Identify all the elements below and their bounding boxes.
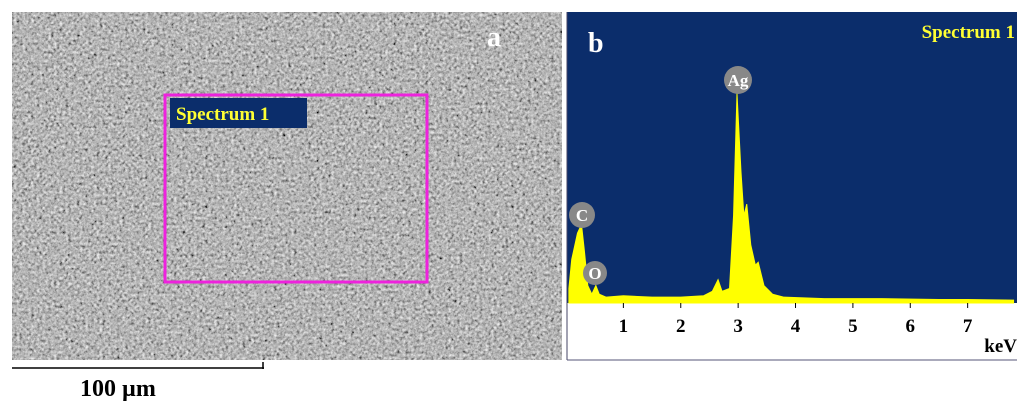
peak-label: Ag — [728, 71, 749, 90]
spectrum-title: Spectrum 1 — [922, 22, 1015, 43]
x-tick-label: 1 — [619, 316, 629, 337]
x-tick-label: 6 — [906, 316, 916, 337]
peak-label: C — [576, 206, 588, 225]
sem-texture — [12, 12, 562, 360]
x-tick-label: 3 — [733, 316, 743, 337]
scale-bar-label: 100 µm — [80, 376, 156, 402]
peak-label: O — [588, 264, 601, 283]
panel-label: a — [487, 22, 501, 53]
plot-area — [567, 12, 1017, 303]
x-tick-label: 2 — [676, 316, 686, 337]
x-tick-label: 7 — [963, 316, 973, 337]
x-tick-label: 4 — [791, 316, 801, 337]
figure: Spectrum 1 a 100 µm b Spectrum 1 Ag C O … — [0, 0, 1017, 403]
x-axis-label: keV — [984, 336, 1017, 357]
panel-label: b — [588, 28, 604, 59]
region-label: Spectrum 1 — [176, 104, 269, 125]
x-tick-label: 5 — [848, 316, 858, 337]
